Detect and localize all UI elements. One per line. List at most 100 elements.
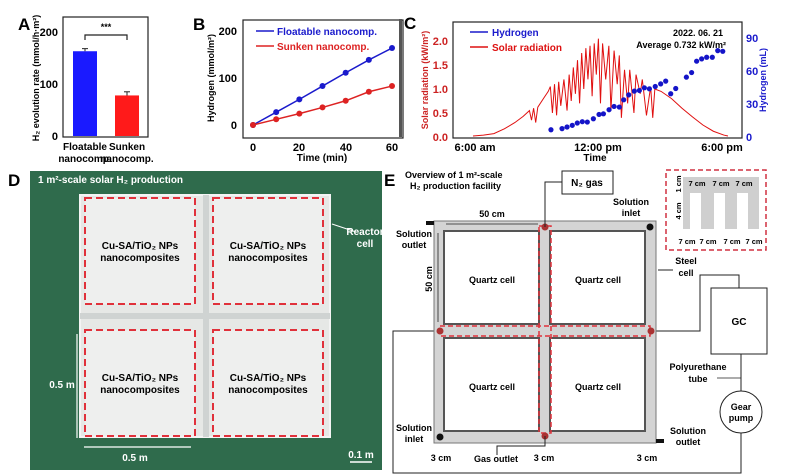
b-legend-sunken: Sunken nanocomp. [277,42,369,53]
hydrogen-point [673,85,679,92]
b-ytick: 0 [231,120,237,132]
e-steel-cell: Steel [675,256,697,266]
data-point [319,83,326,90]
hydrogen-point [689,69,695,76]
data-point [389,83,396,90]
solar-radiation-line [472,38,729,137]
plot-frame-a [62,16,149,138]
plot-frame-c [452,21,743,139]
panel-a: A 0 100 200 H₂ evolution rate (mmol/h·m²… [18,15,154,165]
outlet-block [426,221,434,225]
inlet-dot [436,433,444,441]
e-solution-outlet: outlet [676,437,701,447]
data-point [296,96,303,103]
c-xtick: 6:00 am [455,142,496,154]
hydrogen-point [564,124,570,130]
c-ytick-right: 30 [746,99,758,111]
c-ytick-left: 1.5 [433,60,448,72]
e-gc-label: GC [732,317,747,328]
e-solution-inlet: Solution [613,197,649,207]
hydrogen-point [658,81,664,87]
hydrogen-point [646,86,652,92]
e-solution-outlet: Solution [396,229,432,239]
hydrogen-point [626,92,632,98]
nanocomposite-cell [212,197,324,305]
c-legend-hydrogen: Hydrogen [492,28,539,39]
c-ytick-left: 2.0 [433,36,448,48]
a-ytick: 200 [40,27,58,39]
e-quartz-label: Quartz cell [469,275,515,285]
c-ytick-right: 90 [746,33,758,45]
c-ylabel-right: Hydrogen (mL) [758,48,768,112]
panel-label-c: C [404,14,416,33]
hydrogen-point [715,48,721,54]
nanocomposite-cell [84,197,196,305]
e-gap-dim: 3 cm [534,453,555,463]
e-width-dim: 50 cm [479,209,505,219]
d-cell-label: nanocomposites [228,253,308,264]
inlet-dot [646,223,654,231]
d-scale-bar-label: 0.1 m [348,450,374,461]
hydrogen-point [616,104,622,110]
panel-e: E Overview of 1 m²-scale H₂ production f… [384,169,768,474]
d-cell-label: Cu-SA/TiO₂ NPs [102,373,179,384]
inset-slot [690,193,701,229]
data-point [296,110,303,117]
inset-dim: 7 cm [688,179,705,188]
hydrogen-point [694,58,700,64]
c-xtick: 12:00 pm [574,142,622,154]
reactor-arrow [331,223,357,233]
hydrogen-point [579,119,585,125]
c-date: 2022. 06. 21 [673,28,723,38]
e-title: H₂ production facility [410,181,501,191]
b-ytick: 200 [219,26,237,38]
b-xtick: 40 [340,142,352,154]
data-point [389,45,396,52]
hydrogen-point [621,97,627,103]
b-xlabel: Time (min) [297,153,347,164]
d-reactor-label: Reactor [346,227,383,238]
inset-dim: 7 cm [699,237,716,246]
quartz-cell [549,337,646,432]
tube-line [392,274,742,474]
hydrogen-point [611,103,617,110]
d-dim-vertical: 0.5 m [49,380,75,391]
b-ytick: 100 [219,73,237,85]
e-quartz-label: Quartz cell [575,275,621,285]
data-point [250,122,256,128]
data-point [342,97,349,104]
c-ylabel-left: Solar radiation (kW/m²) [420,31,430,130]
panel-divider [399,19,402,137]
hydrogen-point [683,74,689,80]
data-point [365,56,372,63]
e-quartz-label: Quartz cell [575,382,621,392]
n2-box [561,170,614,195]
data-point [365,88,372,95]
d-cell-label: Cu-SA/TiO₂ NPs [230,241,307,252]
e-gas-outlet: Gas outlet [474,454,518,464]
d-title: 1 m²-scale solar H₂ production [38,175,183,186]
outlet-block [656,439,664,443]
b-xtick: 60 [386,142,398,154]
b-xtick: 0 [250,142,256,154]
e-tube-label: tube [689,374,708,384]
nanocomposite-cell [84,329,196,437]
quartz-cell [443,230,540,325]
hydrogen-point [668,91,674,97]
nanocomposite-cell [212,329,324,437]
port-dot [436,327,444,335]
bar [115,95,139,136]
hydrogen-point [631,88,637,94]
hydrogen-point [606,107,612,113]
d-cell-label: Cu-SA/TiO₂ NPs [230,373,307,384]
a-significance: *** [101,22,112,32]
b-xtick: 20 [293,142,305,154]
panel-c: C 0.0 0.5 1.0 1.5 2.0 0 30 60 90 Solar r… [399,14,768,164]
hydrogen-point [596,111,602,118]
panel-label-d: D [8,171,20,190]
a-xtick: nanocomp. [58,154,112,165]
panel-label-e: E [384,171,395,190]
hydrogen-point [548,127,554,133]
d-cell-label: nanocomposites [228,385,308,396]
